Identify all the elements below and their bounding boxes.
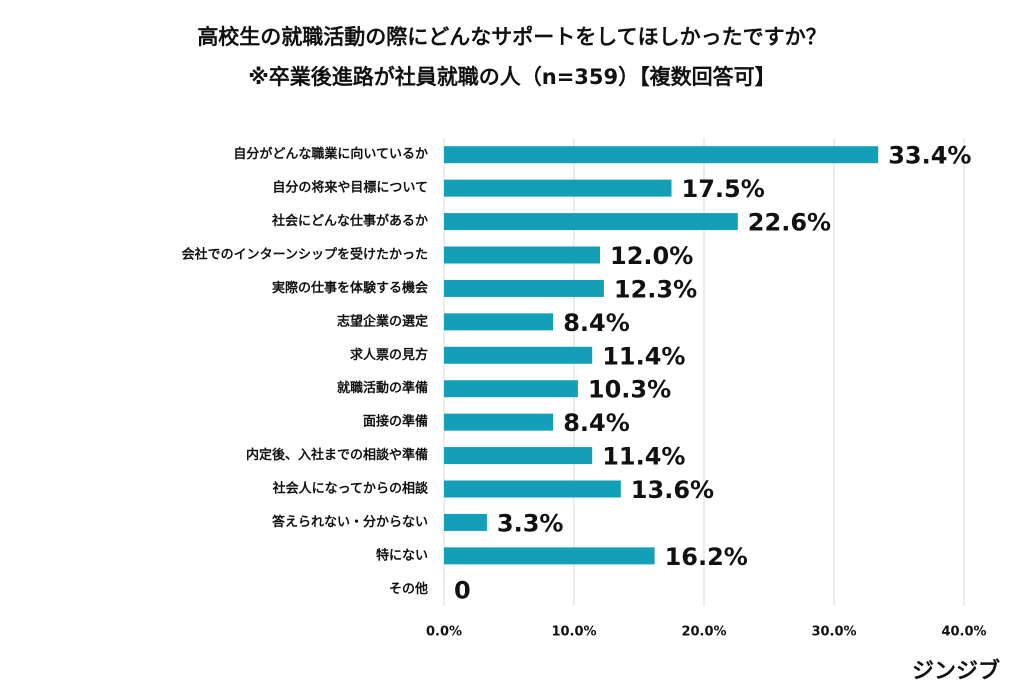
x-tick-label: 30.0% <box>811 625 856 640</box>
x-tick-label: 10.0% <box>551 625 596 640</box>
category-label: 求人票の見方 <box>350 347 428 363</box>
bar <box>444 313 554 331</box>
bar <box>444 447 593 465</box>
bar <box>444 413 554 431</box>
bar <box>444 513 487 531</box>
bar <box>444 380 578 398</box>
bar <box>444 480 621 498</box>
value-label: 12.3% <box>614 275 697 303</box>
category-label: 就職活動の準備 <box>337 380 428 396</box>
bar <box>444 547 655 565</box>
category-label: 社会人になってからの相談 <box>272 481 429 497</box>
category-label: 会社でのインターンシップを受けたかった <box>182 247 428 263</box>
value-label: 8.4% <box>563 309 630 337</box>
brand-logo: ジンジブ <box>912 658 1000 684</box>
category-label: 実際の仕事を体験する機会 <box>272 280 429 296</box>
bar <box>444 146 879 164</box>
value-label: 11.4% <box>602 342 685 370</box>
x-tick-label: 40.0% <box>941 625 986 640</box>
category-label: 社会にどんな仕事があるか <box>271 213 428 229</box>
x-tick-label: 0.0% <box>426 625 462 640</box>
value-label: 22.6% <box>748 209 831 237</box>
value-label: 33.4% <box>888 142 971 170</box>
bar <box>444 279 604 297</box>
bar <box>444 179 672 197</box>
bar <box>444 246 600 264</box>
value-label: 10.3% <box>588 376 671 404</box>
x-tick-label: 20.0% <box>681 625 726 640</box>
value-label: 0 <box>454 576 471 604</box>
category-label: 答えられない・分からない <box>272 514 428 530</box>
bar <box>444 213 738 231</box>
chart-subtitle: ※卒業後進路が社員就職の人（n=359）【複数回答可】 <box>248 65 775 89</box>
value-label: 11.4% <box>602 443 685 471</box>
category-label: 面接の準備 <box>363 414 428 430</box>
category-label: 自分の将来や目標について <box>272 180 428 196</box>
value-label: 13.6% <box>631 476 714 504</box>
value-label: 16.2% <box>665 543 748 571</box>
value-label: 17.5% <box>682 175 765 203</box>
bar <box>444 346 593 364</box>
category-label: 内定後、入社までの相談や準備 <box>246 447 428 463</box>
chart-title: 高校生の就職活動の際にどんなサポートをしてほしかったですか？ <box>197 25 826 49</box>
category-label: 自分がどんな職業に向いているか <box>233 146 428 162</box>
value-label: 8.4% <box>563 409 630 437</box>
value-label: 3.3% <box>497 509 564 537</box>
value-label: 12.0% <box>610 242 693 270</box>
category-label: 特にない <box>376 547 428 563</box>
category-label: その他 <box>389 581 428 597</box>
category-label: 志望企業の選定 <box>337 313 428 329</box>
